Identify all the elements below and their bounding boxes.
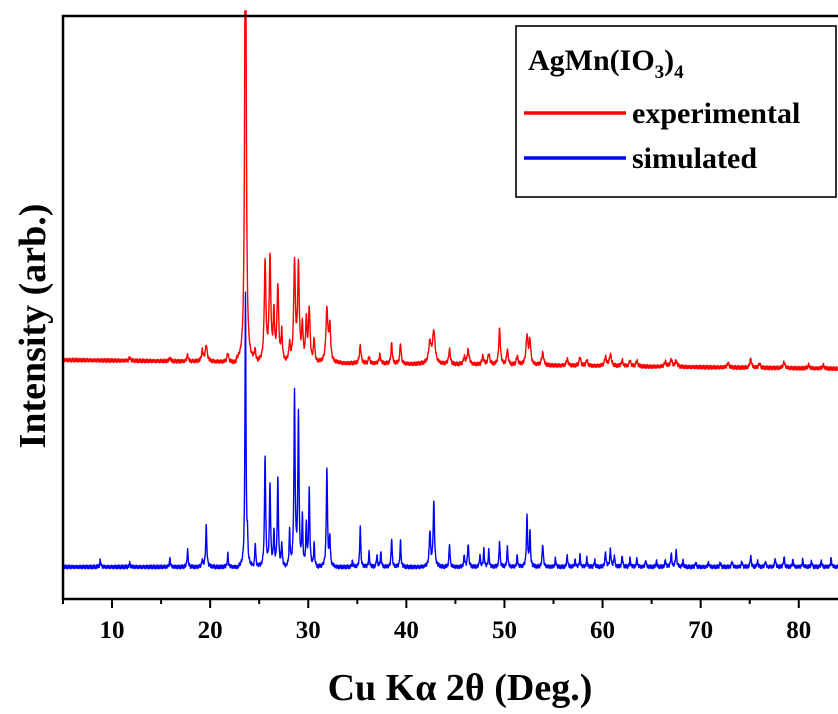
x-tick-label: 30 — [296, 617, 321, 644]
x-tick-label: 60 — [590, 617, 615, 644]
legend-title: AgMn(IO3)4 — [528, 44, 684, 83]
x-tick-label: 50 — [492, 617, 517, 644]
plot-frame — [61, 14, 838, 601]
series-line-simulated — [62, 291, 838, 570]
x-tick-label: 10 — [100, 617, 125, 644]
series-layer — [62, 10, 838, 570]
x-tick-label: 80 — [786, 617, 811, 644]
x-tick-label: 40 — [394, 617, 419, 644]
legend-label-simulated: simulated — [632, 142, 757, 175]
x-axis-label: Cu Kα 2θ (Deg.) — [328, 667, 593, 709]
x-tick-label: 70 — [688, 617, 713, 644]
series-line-experimental — [62, 10, 838, 372]
legend: AgMn(IO3)4 experimental simulated — [515, 25, 837, 198]
x-axis-ticks: 10 20 30 40 50 60 70 80 — [62, 599, 811, 644]
legend-label-experimental: experimental — [632, 97, 800, 130]
x-tick-label: 20 — [198, 617, 223, 644]
y-axis-label: Intensity (arb.) — [12, 204, 54, 449]
